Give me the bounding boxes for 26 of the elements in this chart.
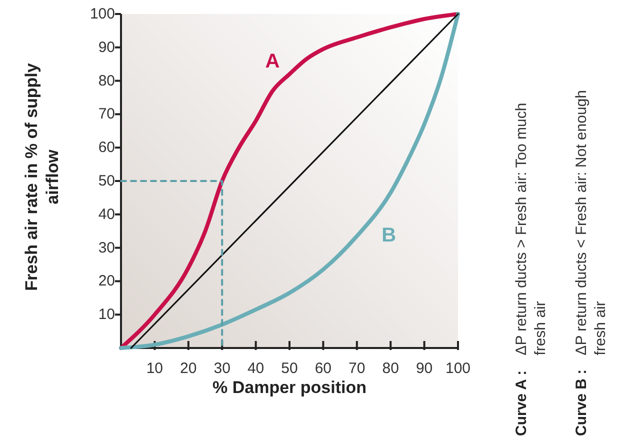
y-tick-label: 80: [98, 72, 115, 90]
x-tick-label: 60: [314, 360, 332, 377]
y-tick-label: 40: [98, 206, 115, 223]
y-tick-label: 50: [98, 172, 115, 190]
x-tick-label: 80: [382, 360, 399, 377]
x-tick-label: 20: [180, 360, 197, 377]
x-tick-label: 10: [146, 360, 164, 377]
y-tick-label: 60: [98, 139, 115, 156]
text: Curve A : ΔP return ducts > Fresh air: Too much fresh air: [513, 102, 549, 436]
text: Curve B : ΔP return ducts < Fresh air: Not enough fresh air: [573, 90, 609, 436]
y-tick-label: 10: [98, 306, 115, 324]
x-tick-label: 30: [214, 360, 230, 377]
y-tick-label: 30: [98, 239, 115, 256]
x-tick-label: 70: [348, 360, 366, 377]
y-tick-label: 100: [90, 6, 115, 22]
x-tick-label: 50: [281, 360, 298, 377]
y-tick-label: 90: [98, 38, 115, 56]
x-tick-label: 40: [247, 360, 264, 377]
x-axis-title: % Damper position: [212, 378, 366, 397]
x-tick-label: 100: [445, 360, 471, 377]
y-tick-label: 70: [98, 106, 115, 123]
x-tick-label: 90: [416, 360, 433, 377]
y-axis-title: Fresh air rate in % of supply airflow: [22, 62, 62, 291]
y-tick-label: 20: [98, 272, 115, 290]
series-label: A: [265, 50, 280, 72]
series-label: B: [382, 224, 396, 246]
